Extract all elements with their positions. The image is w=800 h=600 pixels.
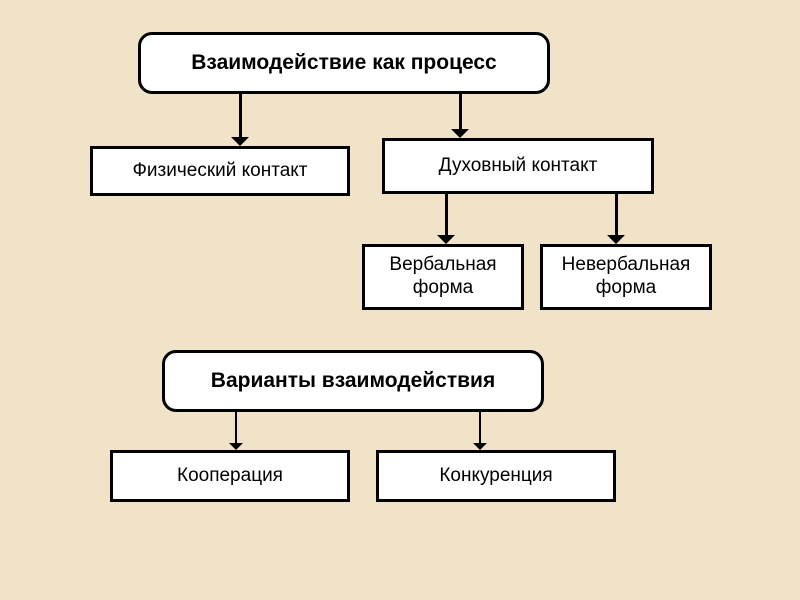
node-competition: Конкуренция <box>376 450 616 502</box>
edge-line <box>479 412 481 443</box>
arrow-down-icon <box>229 443 243 450</box>
node-label: Невербальная форма <box>551 254 701 300</box>
node-spirit-contact: Духовный контакт <box>382 138 654 194</box>
node-label: Варианты взаимодействия <box>211 368 495 393</box>
edge-line <box>459 94 462 129</box>
node-label: Кооперация <box>177 465 283 488</box>
edge-line <box>615 194 618 235</box>
node-label: Физический контакт <box>132 160 307 183</box>
arrow-down-icon <box>451 129 469 138</box>
arrow-down-icon <box>607 235 625 244</box>
edge-line <box>445 194 448 235</box>
node-label: Вербальная форма <box>373 254 513 300</box>
node-cooperation: Кооперация <box>110 450 350 502</box>
edge-line <box>235 412 237 443</box>
node-label: Взаимодействие как процесс <box>191 50 496 75</box>
diagram-canvas: Взаимодействие как процесс Физический ко… <box>0 0 800 600</box>
arrow-down-icon <box>437 235 455 244</box>
node-top-title: Взаимодействие как процесс <box>138 32 550 94</box>
node-phys-contact: Физический контакт <box>90 146 350 196</box>
edge-line <box>239 94 242 137</box>
node-label: Конкуренция <box>439 465 552 488</box>
arrow-down-icon <box>473 443 487 450</box>
node-label: Духовный контакт <box>439 155 598 178</box>
node-nonverbal: Невербальная форма <box>540 244 712 310</box>
node-verbal: Вербальная форма <box>362 244 524 310</box>
arrow-down-icon <box>231 137 249 146</box>
node-variants-title: Варианты взаимодействия <box>162 350 544 412</box>
